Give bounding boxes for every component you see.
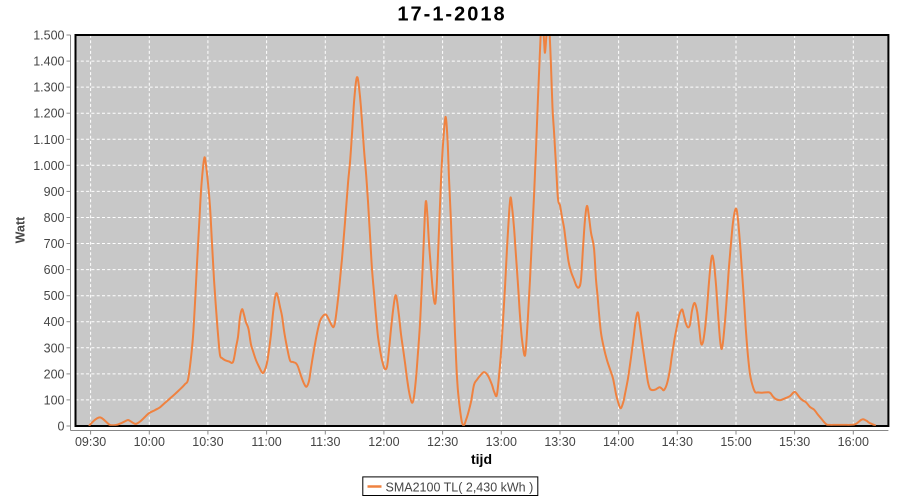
svg-text:15:00: 15:00 xyxy=(720,435,751,449)
svg-text:14:00: 14:00 xyxy=(603,435,634,449)
svg-text:10:00: 10:00 xyxy=(134,435,165,449)
svg-text:11:30: 11:30 xyxy=(310,435,340,449)
svg-text:1.100: 1.100 xyxy=(33,133,64,147)
svg-text:900: 900 xyxy=(44,185,65,199)
svg-text:1.500: 1.500 xyxy=(33,29,64,43)
svg-text:1.400: 1.400 xyxy=(33,55,64,69)
svg-text:13:30: 13:30 xyxy=(544,435,575,449)
svg-text:13:00: 13:00 xyxy=(486,435,517,449)
svg-text:12:00: 12:00 xyxy=(368,435,399,449)
svg-text:09:30: 09:30 xyxy=(75,435,106,449)
svg-text:12:30: 12:30 xyxy=(427,435,458,449)
svg-text:Watt: Watt xyxy=(14,216,28,243)
svg-text:800: 800 xyxy=(44,211,65,225)
svg-text:SMA2100 TL( 2,430 kWh ): SMA2100 TL( 2,430 kWh ) xyxy=(386,481,534,495)
svg-text:10:30: 10:30 xyxy=(192,435,223,449)
svg-text:700: 700 xyxy=(44,237,65,251)
svg-text:1.200: 1.200 xyxy=(33,107,64,121)
svg-text:11:00: 11:00 xyxy=(251,435,281,449)
svg-text:600: 600 xyxy=(44,263,65,277)
svg-text:0: 0 xyxy=(58,420,65,434)
svg-text:17-1-2018: 17-1-2018 xyxy=(397,4,506,26)
svg-text:16:00: 16:00 xyxy=(838,435,869,449)
svg-text:1.000: 1.000 xyxy=(33,159,64,173)
svg-text:200: 200 xyxy=(44,367,65,381)
svg-text:15:30: 15:30 xyxy=(779,435,810,449)
svg-text:tijd: tijd xyxy=(471,451,492,467)
svg-text:400: 400 xyxy=(44,315,65,329)
svg-text:1.300: 1.300 xyxy=(33,81,64,95)
svg-text:500: 500 xyxy=(44,289,65,303)
svg-text:300: 300 xyxy=(44,341,65,355)
svg-text:14:30: 14:30 xyxy=(662,435,693,449)
svg-text:100: 100 xyxy=(44,393,65,407)
